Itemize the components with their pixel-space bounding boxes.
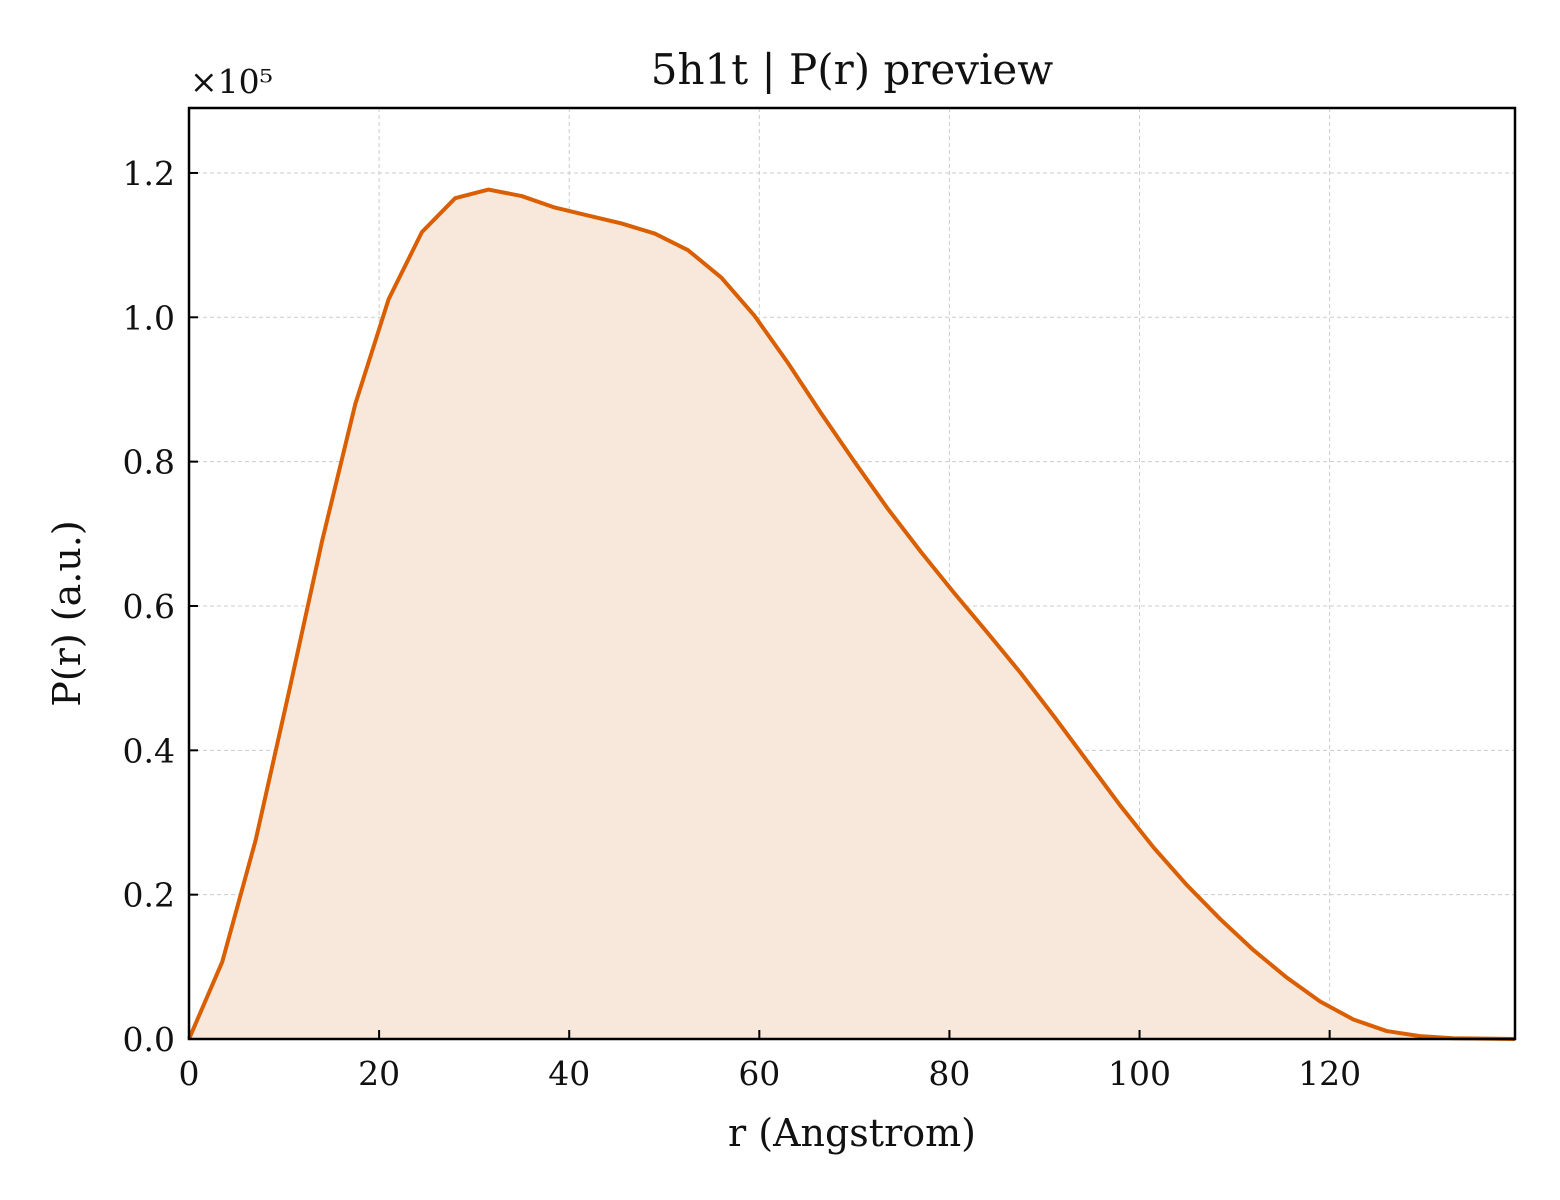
- pr-series-line: [187, 187, 1516, 1041]
- x-tick-label: 20: [358, 1054, 400, 1093]
- y-tick-label: 0.0: [123, 1020, 175, 1059]
- x-tick-label: 60: [738, 1054, 780, 1093]
- axis-ticks: 0 20 40 60 80 100 120 0.0 0.2 0.4 0.6 0.8 1.0 1.2: [123, 154, 1362, 1093]
- chart-title: 5h1t | P(r) preview: [651, 45, 1054, 94]
- x-tick-label: 0: [179, 1054, 200, 1093]
- y-scale-offset-label: ×10⁵: [190, 62, 273, 101]
- y-tick-label: 0.2: [123, 876, 175, 915]
- y-tick-label: 0.8: [123, 443, 175, 482]
- x-axis-label: r (Angstrom): [728, 1111, 976, 1155]
- x-tick-label: 120: [1298, 1054, 1361, 1093]
- x-tick-label: 40: [548, 1054, 590, 1093]
- pr-area-fill: [189, 189, 1515, 1040]
- plot-frame: [187, 106, 1517, 1041]
- y-tick-label: 0.4: [123, 731, 175, 770]
- y-tick-label: 1.0: [123, 298, 175, 337]
- y-tick-label: 1.2: [123, 154, 175, 193]
- y-axis-label: P(r) (a.u.): [45, 520, 89, 706]
- y-tick-label: 0.6: [123, 587, 175, 626]
- x-tick-label: 100: [1108, 1054, 1171, 1093]
- x-tick-label: 80: [928, 1054, 970, 1093]
